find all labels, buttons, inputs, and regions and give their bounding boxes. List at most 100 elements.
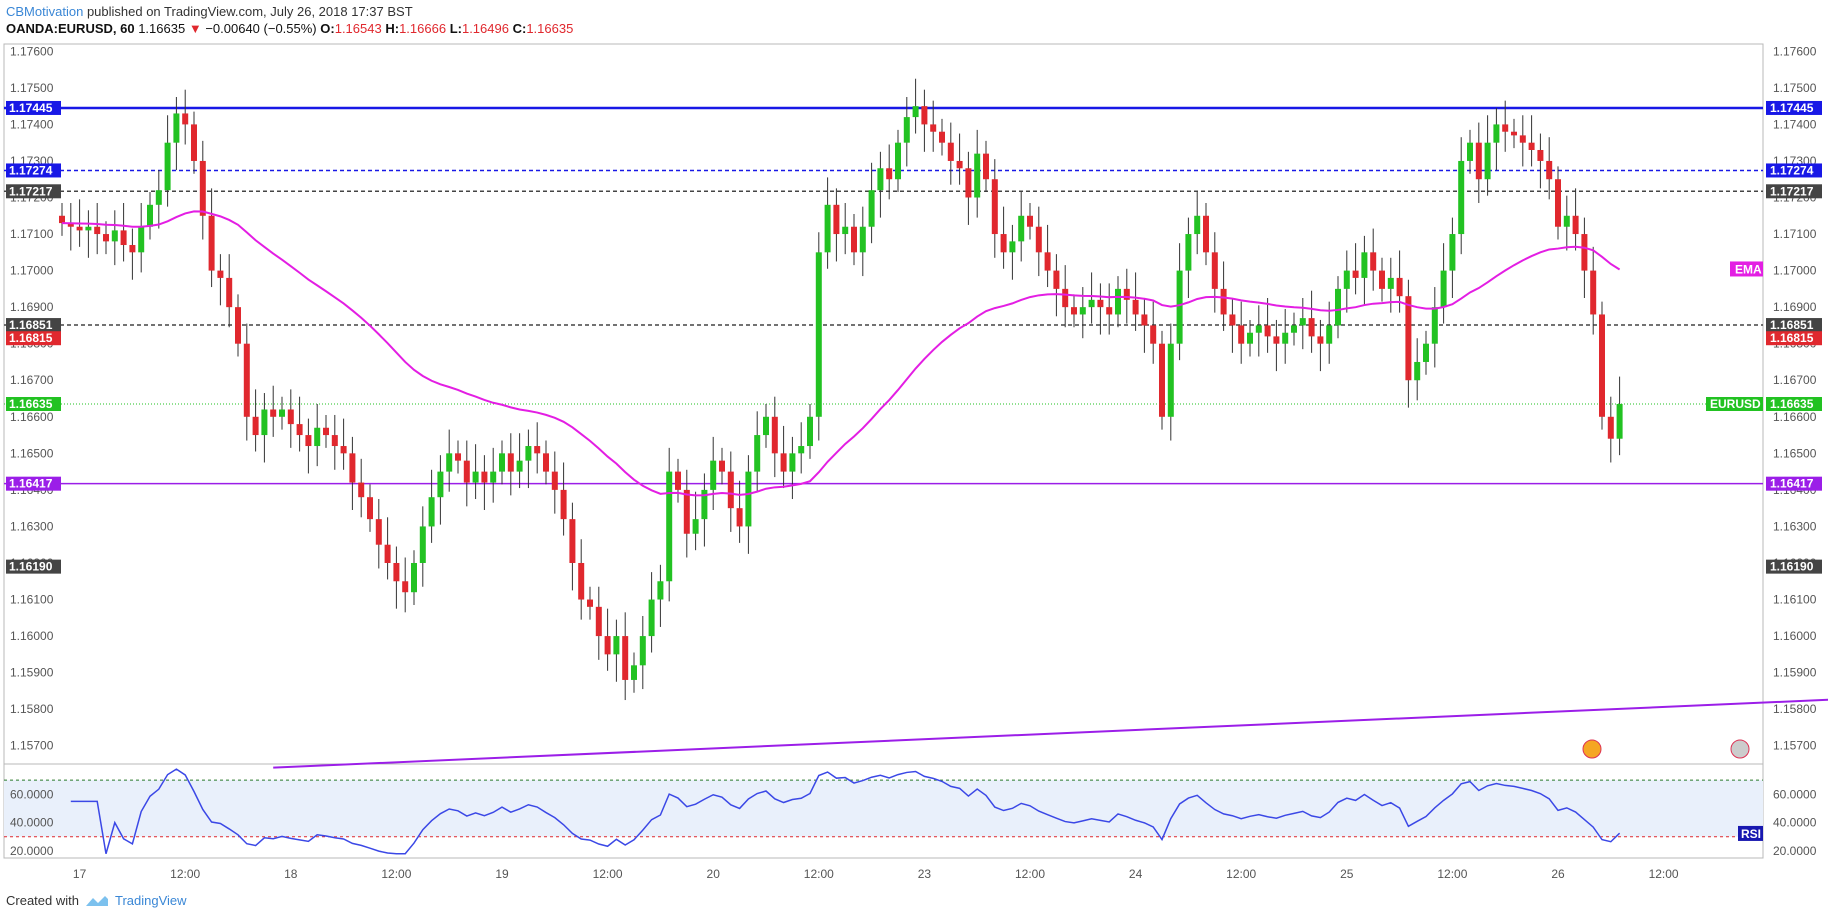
candle-bear xyxy=(243,343,250,417)
ema-line xyxy=(61,210,1621,497)
candle-bear xyxy=(287,409,294,425)
candle-bear xyxy=(1150,325,1157,344)
publish-header: CBMotivation published on TradingView.co… xyxy=(6,4,413,19)
candle-bear xyxy=(947,142,954,161)
candle-bear xyxy=(1607,416,1614,439)
y-tick-right: 1.17100 xyxy=(1773,227,1817,241)
y-tick-left: 1.17100 xyxy=(10,227,54,241)
y-tick-left: 1.17400 xyxy=(10,117,54,131)
candle-bear xyxy=(305,435,312,447)
candle-bear xyxy=(595,606,602,637)
candle-bear xyxy=(455,453,461,461)
candle-bull xyxy=(138,226,145,253)
low-value: 1.16496 xyxy=(461,21,509,36)
created-with-label: Created with xyxy=(6,893,79,908)
x-tick: 18 xyxy=(284,867,298,881)
candle-bull xyxy=(648,599,655,637)
candle-bear xyxy=(340,446,347,454)
price-tag-left xyxy=(6,331,61,346)
high-value: 1.16666 xyxy=(399,21,447,36)
candle-bear xyxy=(94,226,101,235)
candle-bull xyxy=(1458,160,1465,235)
candle-bull xyxy=(639,636,646,666)
publish-info: published on TradingView.com, July 26, 2… xyxy=(86,4,413,19)
y-tick-left: 1.16300 xyxy=(10,519,54,533)
candle-bull xyxy=(472,471,479,483)
candle-bull xyxy=(1115,288,1121,315)
candle-bull xyxy=(842,226,849,235)
candle-bear xyxy=(921,106,928,125)
candle-bull xyxy=(419,526,426,563)
candle-bear xyxy=(622,636,629,680)
price-tag-label: 1.16815 xyxy=(1770,331,1814,345)
candle-bear xyxy=(736,508,743,527)
price-tag-left-label: 1.16815 xyxy=(9,331,53,345)
candle-bear xyxy=(1229,314,1236,326)
level-tag-left-label: 1.16851 xyxy=(9,318,53,332)
candle-bear xyxy=(1044,252,1051,271)
price-change: −0.00640 (−0.55%) xyxy=(205,21,317,36)
author-link[interactable]: CBMotivation xyxy=(6,4,84,19)
price-tag xyxy=(1766,331,1822,346)
candle-bear xyxy=(1203,215,1209,253)
candle-bear xyxy=(604,636,611,655)
candle-bull xyxy=(490,471,497,483)
rsi-tag xyxy=(1738,825,1763,841)
candle-bear xyxy=(59,215,65,224)
level-tag-left xyxy=(6,163,61,178)
symbol-label[interactable]: OANDA:EURUSD, 60 xyxy=(6,21,135,36)
candle-bear xyxy=(1220,288,1227,315)
rsi-tick-right: 60.0000 xyxy=(1773,787,1817,801)
level-tag-left-label: 1.16417 xyxy=(9,477,53,491)
down-triangle-icon: ▼ xyxy=(188,21,202,36)
candle-bull xyxy=(1563,215,1570,227)
candle-bear xyxy=(1211,252,1218,289)
y-tick-right: 1.15900 xyxy=(1773,666,1817,680)
level-tag xyxy=(1766,163,1822,178)
x-tick: 19 xyxy=(495,867,509,881)
level-tag-left-label: 1.17274 xyxy=(9,163,53,177)
tradingview-link[interactable]: TradingView xyxy=(114,893,187,908)
rsi-tick-right: 40.0000 xyxy=(1773,816,1817,830)
candle-bear xyxy=(252,416,259,436)
price-chart[interactable]: 1.17600 1.17600 1.17500 1.17500 1.17400 1.174… xyxy=(0,0,1828,890)
candle-bull xyxy=(1335,288,1341,326)
candle-bull xyxy=(657,581,664,600)
candle-bull xyxy=(666,471,673,582)
candle-bull xyxy=(1343,270,1350,289)
y-tick-right: 1.17000 xyxy=(1773,264,1817,278)
candle-bear xyxy=(296,424,303,436)
candle-bear xyxy=(1352,270,1359,278)
candle-bull xyxy=(516,460,523,472)
candle-bear xyxy=(1027,215,1033,227)
x-tick: 26 xyxy=(1551,867,1565,881)
candle-bear xyxy=(780,453,787,472)
price-tag-left xyxy=(6,559,61,574)
candle-bull xyxy=(1467,142,1473,161)
candle-bear xyxy=(1159,343,1165,417)
candle-bull xyxy=(437,471,444,498)
candle-bull xyxy=(692,519,699,534)
candle-bull xyxy=(499,453,505,472)
candle-bear xyxy=(323,427,329,436)
candle-bull xyxy=(789,453,796,472)
candle-bear xyxy=(886,168,893,180)
y-tick-left: 1.15700 xyxy=(10,739,54,753)
candle-bear xyxy=(543,453,549,472)
candle-bull xyxy=(1449,234,1456,271)
candle-bear xyxy=(270,409,277,417)
level-tag-left-label: 1.17445 xyxy=(9,101,53,115)
candle-bear xyxy=(1581,234,1588,271)
candle-bull xyxy=(877,168,884,191)
candle-bull xyxy=(1326,325,1333,344)
level-tag xyxy=(1766,184,1822,199)
y-tick-right: 1.17400 xyxy=(1773,117,1817,131)
candle-bull xyxy=(1291,325,1297,333)
candle-bull xyxy=(710,460,717,490)
candle-bull xyxy=(1361,252,1368,278)
level-tag-left xyxy=(6,476,61,491)
candle-bear xyxy=(1238,325,1245,344)
candle-bear xyxy=(578,562,585,600)
level-tag-label: 1.17217 xyxy=(1770,184,1814,198)
candle-bear xyxy=(1308,318,1315,337)
